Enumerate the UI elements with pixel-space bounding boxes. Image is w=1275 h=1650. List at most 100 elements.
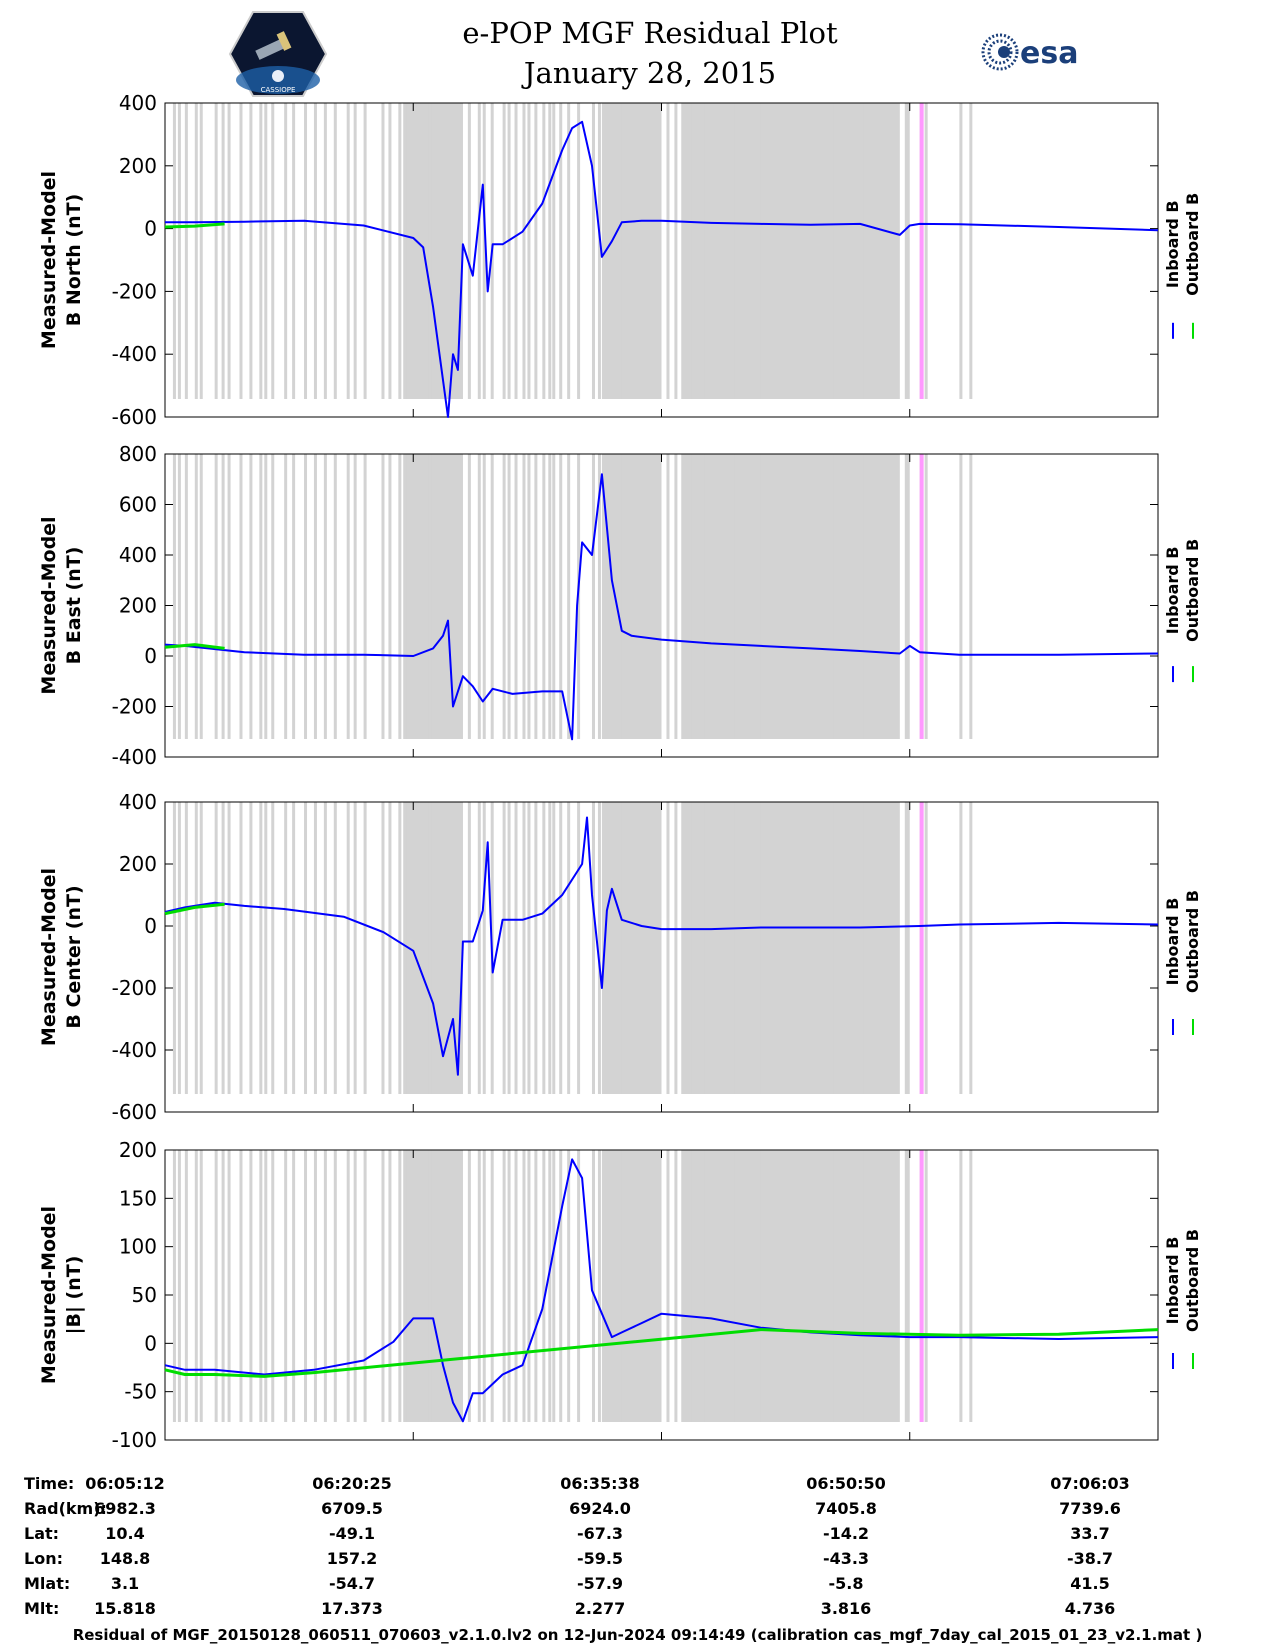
data-gap-line	[800, 454, 804, 739]
marker-band	[919, 1150, 924, 1422]
data-gap-line	[603, 1150, 607, 1422]
footer-cell: -57.9	[576, 1574, 624, 1593]
data-gap-line	[522, 1150, 526, 1422]
data-gap-line	[333, 454, 337, 739]
data-gap-line	[482, 1150, 486, 1422]
data-gap-line	[477, 103, 481, 399]
data-gap-line	[264, 802, 268, 1094]
data-gap-line	[177, 103, 181, 399]
data-gap-line	[738, 103, 742, 399]
data-gap-line	[850, 802, 854, 1094]
data-gap-line	[333, 103, 337, 399]
marker-band	[919, 802, 924, 1094]
legend-label: Inboard B	[1163, 898, 1182, 986]
legend-label: Outboard B	[1183, 193, 1202, 296]
data-gap-line	[333, 802, 337, 1094]
data-gap-line	[969, 802, 973, 1094]
data-gap-line	[177, 1150, 181, 1422]
data-gap-line	[398, 1150, 402, 1422]
data-gap-line	[271, 802, 275, 1094]
y-tick-label: -200	[112, 976, 157, 1000]
data-gap-line	[534, 802, 538, 1094]
y-tick-label: -200	[112, 279, 157, 303]
data-gap-line	[438, 103, 442, 399]
data-gap-line	[688, 454, 692, 739]
data-gap-line	[477, 454, 481, 739]
data-gap-line	[194, 802, 198, 1094]
y-tick-label: -400	[112, 745, 157, 769]
footer-cell: 33.7	[1070, 1524, 1110, 1543]
footer-row-label: Lon:	[24, 1549, 63, 1568]
data-gap-line	[924, 802, 928, 1094]
data-gap-line	[591, 454, 595, 739]
data-gap-line	[674, 1150, 678, 1422]
data-gap-line	[534, 103, 538, 399]
data-gap-line	[459, 1150, 463, 1422]
data-gap-line	[403, 103, 407, 399]
footer-cell: -14.2	[822, 1524, 870, 1543]
data-gap-line	[770, 1150, 774, 1422]
data-gap-line	[666, 1150, 670, 1422]
data-gap-line	[459, 802, 463, 1094]
data-gap-line	[388, 454, 392, 739]
data-gap-line	[527, 103, 531, 399]
data-gap-line	[865, 454, 869, 739]
data-gap-line	[431, 1150, 435, 1422]
data-gap-line	[621, 1150, 625, 1422]
data-gap-line	[264, 103, 268, 399]
y-tick-label: -50	[124, 1380, 157, 1404]
data-gap-line	[292, 802, 296, 1094]
footer-cell: 3.816	[820, 1599, 872, 1618]
data-gap-line	[239, 454, 243, 739]
data-gap-line	[830, 103, 834, 399]
footer-cell: -38.7	[1066, 1549, 1114, 1568]
data-gap-line	[800, 1150, 804, 1422]
y-axis-label-line1: Measured-Model	[38, 516, 60, 694]
data-gap-line	[701, 802, 705, 1094]
data-gap-line	[467, 802, 471, 1094]
data-gap-line	[227, 454, 231, 739]
data-gap-line	[177, 802, 181, 1094]
data-gap-line	[177, 454, 181, 739]
data-gap-line	[969, 1150, 973, 1422]
data-gap-line	[815, 454, 819, 739]
data-gap-line	[346, 802, 350, 1094]
data-gap-line	[969, 103, 973, 399]
data-gap-line	[924, 1150, 928, 1422]
data-gap-line	[413, 454, 417, 739]
data-gap-line	[490, 454, 494, 739]
data-gap-line	[879, 802, 883, 1094]
data-gap-line	[403, 454, 407, 739]
data-gap-line	[239, 802, 243, 1094]
data-gap-line	[840, 103, 844, 399]
y-tick-label: 100	[119, 1235, 157, 1259]
data-gap-line	[559, 454, 563, 739]
data-gap-block	[904, 1150, 910, 1422]
footer-cell: -54.7	[328, 1574, 376, 1593]
data-gap-line	[194, 1150, 198, 1422]
data-gap-line	[353, 1150, 357, 1422]
data-gap-line	[467, 1150, 471, 1422]
series-line-outboard	[164, 902, 225, 916]
data-gap-line	[381, 1150, 385, 1422]
cassiope-logo-icon: CASSIOPE	[228, 11, 328, 97]
data-gap-line	[577, 802, 581, 1094]
data-gap-line	[542, 454, 546, 739]
footer-cell: 10.4	[105, 1524, 145, 1543]
data-gap-line	[597, 802, 601, 1094]
data-gap-line	[199, 103, 203, 399]
data-gap-line	[221, 1150, 225, 1422]
data-gap-line	[502, 103, 506, 399]
data-gap-line	[552, 802, 556, 1094]
data-gap-line	[313, 1150, 317, 1422]
data-gap-line	[591, 802, 595, 1094]
data-gap-line	[477, 1150, 481, 1422]
data-gap-line	[552, 454, 556, 739]
data-gap-line	[800, 103, 804, 399]
footer-cell: -67.3	[576, 1524, 624, 1543]
legend-label: Outboard B	[1183, 539, 1202, 642]
data-gap-line	[514, 454, 518, 739]
data-gap-line	[745, 454, 749, 739]
data-gap-line	[522, 103, 526, 399]
footer-cell: -43.3	[822, 1549, 870, 1568]
